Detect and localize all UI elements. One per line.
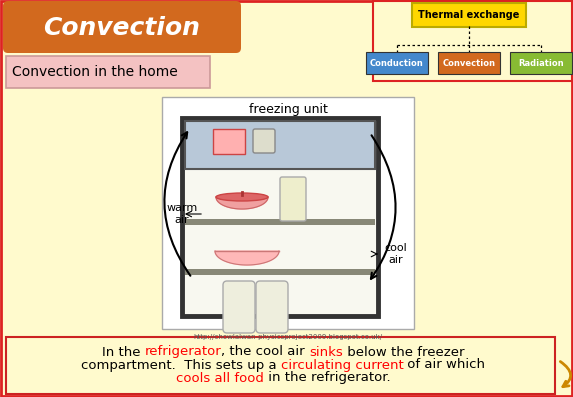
Text: cools all food: cools all food	[176, 372, 264, 385]
FancyBboxPatch shape	[438, 52, 500, 74]
FancyBboxPatch shape	[253, 129, 275, 153]
Text: of air which: of air which	[403, 358, 485, 372]
Bar	[6, 337, 555, 394]
Text: compartment.  This sets up a: compartment. This sets up a	[81, 358, 281, 372]
Text: Thermal exchange: Thermal exchange	[418, 10, 520, 20]
Text: In the: In the	[101, 345, 144, 358]
Bar	[185, 219, 375, 225]
Text: Conduction: Conduction	[370, 58, 424, 67]
FancyBboxPatch shape	[256, 281, 288, 333]
Text: http://chowlalwan-physicsproject2009.blogspot.co.uk/: http://chowlalwan-physicsproject2009.blo…	[194, 334, 383, 340]
Text: , the cool air: , the cool air	[221, 345, 309, 358]
Bar	[185, 269, 375, 275]
Text: circulating current: circulating current	[281, 358, 403, 372]
Text: Convection in the home: Convection in the home	[12, 65, 178, 79]
Bar	[373, 1, 572, 81]
Polygon shape	[216, 197, 268, 209]
FancyBboxPatch shape	[510, 52, 572, 74]
Bar	[162, 97, 414, 329]
FancyBboxPatch shape	[412, 3, 526, 27]
Text: cool
air: cool air	[384, 243, 407, 265]
FancyBboxPatch shape	[213, 129, 245, 154]
FancyBboxPatch shape	[3, 1, 241, 53]
Text: Convection: Convection	[442, 58, 496, 67]
Text: freezing unit: freezing unit	[249, 104, 327, 116]
Bar	[182, 118, 378, 316]
Bar	[6, 56, 210, 88]
Text: sinks: sinks	[309, 345, 343, 358]
Text: Radiation: Radiation	[518, 58, 564, 67]
FancyBboxPatch shape	[280, 177, 306, 221]
Text: warm
air: warm air	[166, 203, 198, 225]
Bar	[185, 121, 375, 169]
Text: in the refrigerator.: in the refrigerator.	[264, 372, 390, 385]
Text: below the freezer: below the freezer	[343, 345, 464, 358]
Ellipse shape	[216, 193, 268, 201]
Text: Convection: Convection	[44, 16, 201, 40]
Polygon shape	[215, 251, 279, 265]
Text: refrigerator: refrigerator	[144, 345, 221, 358]
FancyBboxPatch shape	[366, 52, 428, 74]
FancyBboxPatch shape	[223, 281, 255, 333]
